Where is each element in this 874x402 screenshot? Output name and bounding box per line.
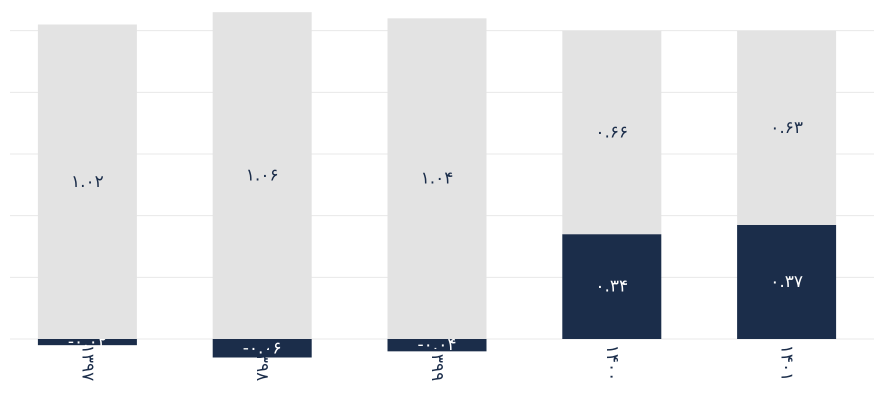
bar-segment [562,234,662,339]
bar-segment [562,30,662,235]
value-label: ۰.۳۴ [595,277,628,297]
bar-segment [212,339,312,358]
bar-segment [37,24,137,339]
value-label: ۰.۶۶ [595,122,628,142]
bar-segment [387,339,487,352]
value-label: ۰.۶۳ [770,118,803,138]
value-label: ۱.۰۶ [246,166,279,186]
value-label: ۱.۰۴ [421,169,454,189]
bar-segment [37,339,137,346]
x-tick-label: ۱۳۹۹ [427,345,447,382]
value-label: -۰.۰۶ [243,338,282,358]
x-tick-label: ۱۴۰۱ [777,345,797,382]
value-label: ۱.۰۲ [71,172,104,192]
x-tick-label: ۱۴۰۰ [602,345,622,382]
bar-segment [737,224,837,339]
x-tick-label: ۱۳۹۷ [77,345,97,382]
bar-segment [212,12,312,340]
bar-segment [387,18,487,339]
value-label: -۰.۰۴ [418,335,457,355]
x-tick-label: ۱۳۹۸ [252,345,272,382]
bar-segment [737,30,837,225]
value-label: ۰.۳۷ [770,272,803,292]
